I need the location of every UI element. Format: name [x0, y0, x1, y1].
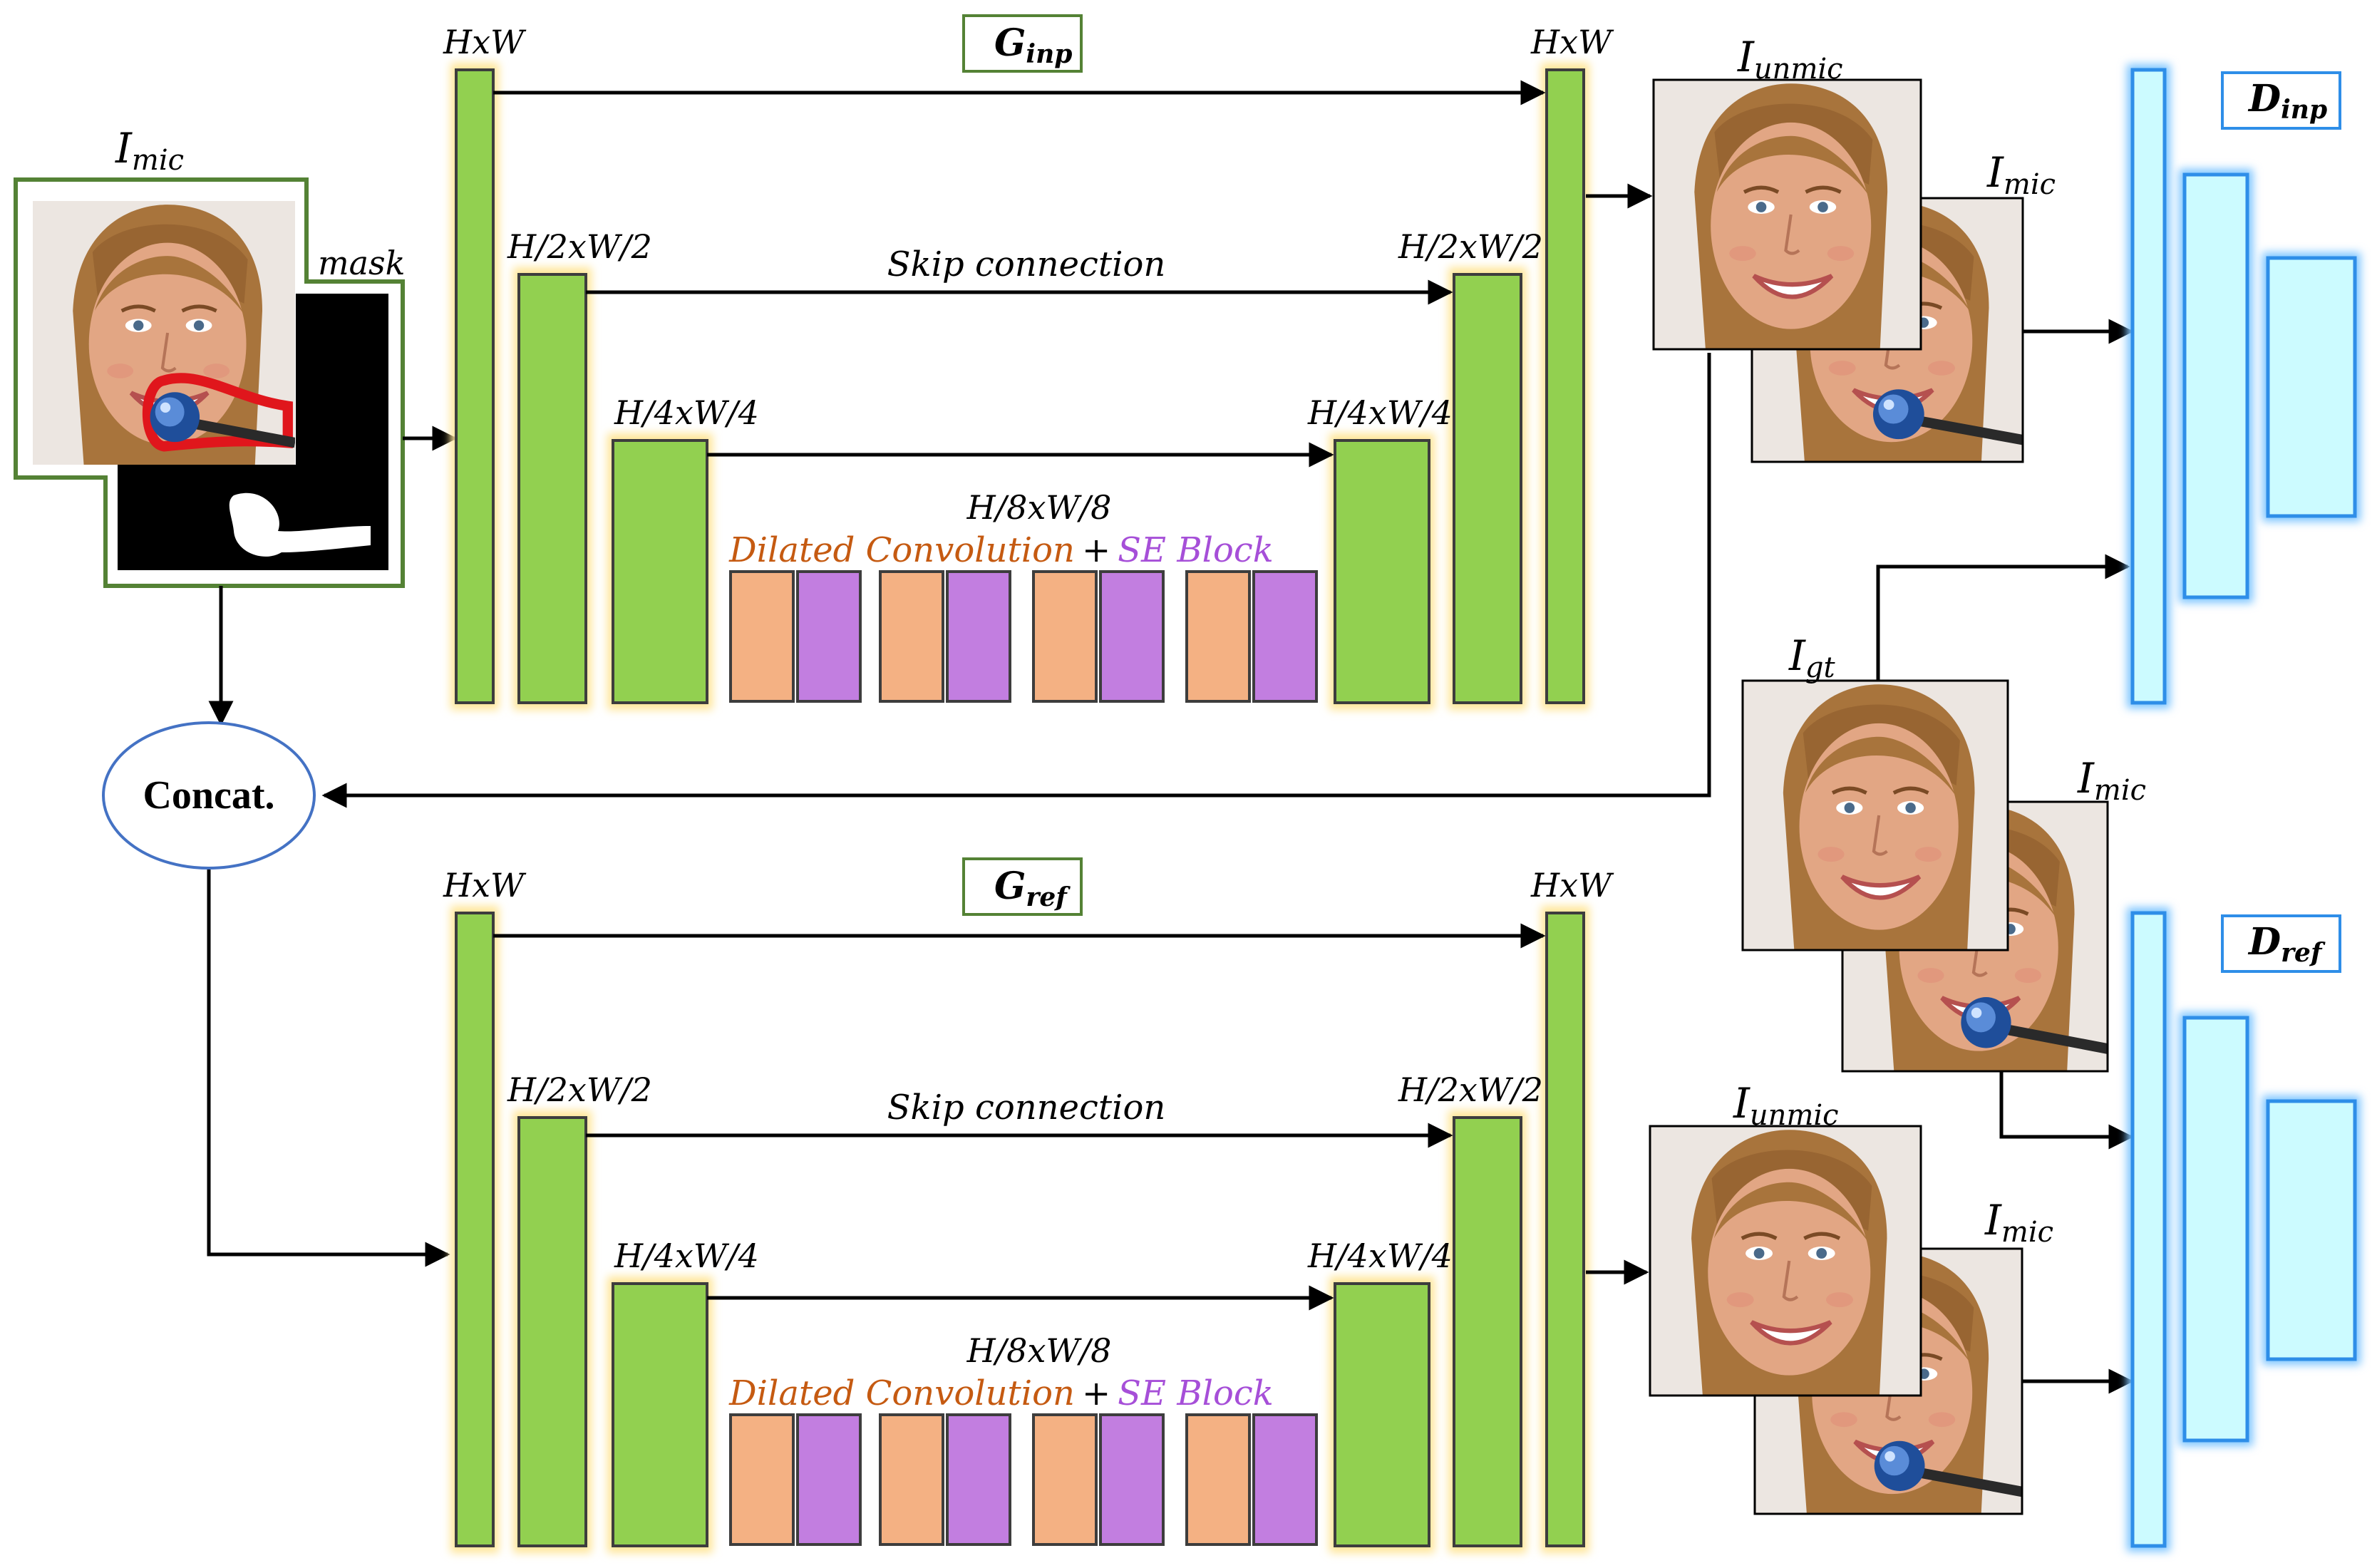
- generator-inp: Ginp HxW HxW H/2xW/2 H/2xW/2 H/4xW/4 H/4xW/4 H/…: [443, 14, 1614, 710]
- gt-to-dref-arrow: [1999, 1071, 2134, 1150]
- mask-label: mask: [318, 244, 406, 282]
- inp-disc-layer-1: [2130, 68, 2167, 705]
- gt-label: Igt: [1788, 631, 1836, 684]
- ref-feature-block-full-right: [1545, 912, 1585, 1547]
- inp-disc-layer-2: [2182, 172, 2249, 599]
- ref-dilated-conv-block-2: [879, 1413, 944, 1546]
- ref-dilated-conv-block-1: [729, 1413, 795, 1546]
- ref-unmic-label: Iunmic: [1733, 1079, 1839, 1132]
- ref-res-eighth: H/8xW/8: [966, 1331, 1112, 1370]
- ref-res-full-left: HxW: [443, 866, 527, 904]
- ref-feature-block-quarter-right: [1334, 1282, 1430, 1547]
- inp-res-half-right: H/2xW/2: [1398, 227, 1543, 266]
- inp-res-quarter-left: H/4xW/4: [614, 393, 759, 432]
- concat-node: Concat.: [102, 721, 316, 870]
- inp-skip-label: Skip connection: [887, 244, 1166, 284]
- input-image-label: Imic: [115, 124, 184, 177]
- inp-feature-block-full-left: [455, 68, 495, 704]
- inp-unmic-image: [1654, 80, 1921, 349]
- ref-disc-layer-3: [2266, 1099, 2357, 1361]
- inp-disc-title-box: [2221, 71, 2341, 130]
- inp-unmic-label: Iunmic: [1737, 33, 1843, 86]
- ref-feature-block-full-left: [455, 912, 495, 1547]
- inp-title-box: [962, 14, 1083, 73]
- generator-ref: Gref HxW HxW H/2xW/2 H/2xW/2 H/4xW/4 H/4xW/4 H/…: [443, 857, 1614, 1553]
- ref-res-half-left: H/2xW/2: [507, 1071, 652, 1109]
- concat-to-gref-arrow: [207, 870, 450, 1267]
- ref-feature-block-half-right: [1453, 1116, 1522, 1547]
- inp-dilated-conv-block-3: [1032, 570, 1098, 703]
- ref-disc-layer-2: [2182, 1016, 2249, 1443]
- ref-output-pair: Iunmic Imic: [1649, 1079, 2053, 1515]
- input-panel: Imic mask: [14, 124, 406, 588]
- gt-image: [1743, 681, 2008, 950]
- gt-mic-label: Imic: [2077, 754, 2146, 807]
- inp-res-full-left: HxW: [443, 23, 527, 61]
- inp-res-eighth: H/8xW/8: [966, 488, 1112, 527]
- inp-disc-layer-3: [2266, 256, 2357, 518]
- ref-mic-label: Imic: [1984, 1196, 2053, 1249]
- ref-se-block-4: [1252, 1413, 1318, 1546]
- gt-pair: Igt Imic: [1741, 631, 2146, 1073]
- ref-se-block-2: [946, 1413, 1011, 1546]
- ref-res-quarter-left: H/4xW/4: [614, 1237, 759, 1275]
- gt-to-dinp-arrow: [1876, 554, 2130, 681]
- discriminator-inp: Dinp: [2127, 64, 2361, 708]
- unmic-to-concat-arrow: [321, 353, 1711, 808]
- ref-disc-title-box: [2221, 914, 2341, 973]
- inp-feature-block-half-right: [1453, 273, 1522, 704]
- inp-res-full-right: HxW: [1530, 23, 1614, 61]
- ref-res-half-right: H/2xW/2: [1398, 1071, 1543, 1109]
- ref-se-block-3: [1099, 1413, 1165, 1546]
- inp-feature-block-half-left: [517, 273, 587, 704]
- ref-dilated-conv-block-3: [1032, 1413, 1098, 1546]
- inp-dilated-conv-block-1: [729, 570, 795, 703]
- inp-dilated-conv-block-4: [1185, 570, 1251, 703]
- ref-unmic-image: [1650, 1126, 1921, 1396]
- inp-title: Ginp: [994, 21, 1072, 69]
- inp-output-pair: Iunmic Imic: [1652, 33, 2056, 463]
- inp-dilated-conv-block-2: [879, 570, 944, 703]
- ref-res-full-right: HxW: [1530, 866, 1614, 904]
- inp-feature-block-quarter-left: [612, 439, 708, 704]
- ref-title-box: [962, 857, 1083, 916]
- inp-res-half-left: H/2xW/2: [507, 227, 652, 266]
- inp-se-block-1: [796, 570, 862, 703]
- ref-dilated-conv-block-4: [1185, 1413, 1251, 1546]
- inp-mic-label: Imic: [1986, 148, 2056, 201]
- ref-feature-block-quarter-left: [612, 1282, 708, 1547]
- discriminator-ref: Dref: [2127, 907, 2361, 1552]
- ref-se-block-1: [796, 1413, 862, 1546]
- ref-skip-label: Skip connection: [887, 1088, 1166, 1128]
- inp-se-block-2: [946, 570, 1011, 703]
- ref-res-quarter-right: H/4xW/4: [1307, 1237, 1453, 1275]
- inp-feature-block-quarter-right: [1334, 439, 1430, 704]
- ref-title: Gref: [994, 865, 1071, 912]
- inp-feature-block-full-right: [1545, 68, 1585, 704]
- inp-res-quarter-right: H/4xW/4: [1307, 393, 1453, 432]
- input-frame: [14, 177, 405, 588]
- concat-label: Concat.: [143, 773, 274, 817]
- mask-image: [33, 201, 388, 570]
- inp-block-caption: Dilated Convolution + SE Block: [728, 530, 1274, 570]
- inp-se-block-4: [1252, 570, 1318, 703]
- ref-disc-layer-1: [2130, 911, 2167, 1548]
- ref-disc-title: Dref: [2247, 920, 2326, 968]
- ref-block-caption: Dilated Convolution + SE Block: [728, 1373, 1274, 1413]
- inp-disc-title: Dinp: [2247, 77, 2327, 125]
- inp-se-block-3: [1099, 570, 1165, 703]
- ref-feature-block-half-left: [517, 1116, 587, 1547]
